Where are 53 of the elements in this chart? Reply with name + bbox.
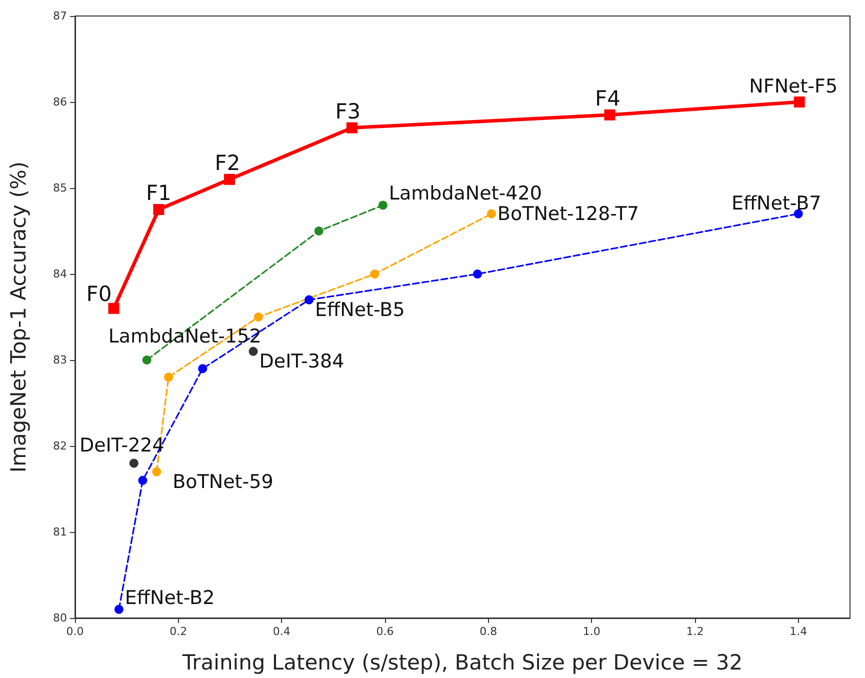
point — [142, 356, 152, 364]
x-tick-label: 1.0 — [582, 625, 600, 638]
point — [153, 204, 164, 215]
y-tick-label: 83 — [53, 354, 67, 366]
y-tick-label: 81 — [53, 526, 67, 538]
annotation: EffNet-B5 — [315, 298, 405, 321]
x-tick-label: 0.4 — [272, 625, 290, 638]
annotation: LambdaNet-420 — [388, 182, 542, 205]
annotation: F1 — [146, 181, 172, 205]
annotation: F4 — [595, 86, 620, 110]
x-tick-label: 0.2 — [170, 625, 188, 638]
annotation: F0 — [86, 282, 112, 306]
point — [314, 226, 324, 236]
point — [346, 122, 358, 134]
y-tick-label: 87 — [53, 10, 67, 22]
annotation: EffNet-B2 — [124, 586, 215, 609]
y-tick-label: 85 — [53, 182, 67, 194]
point — [378, 200, 388, 210]
annotation: BoTNet-59 — [172, 470, 274, 493]
point — [129, 458, 138, 468]
y-tick-label: 86 — [53, 96, 67, 108]
annotation: NFNet-F5 — [749, 76, 838, 98]
annotation: F3 — [335, 99, 361, 124]
point — [304, 295, 314, 304]
x-tick-label: 0.8 — [480, 625, 498, 638]
y-tick-label: 80 — [53, 612, 67, 624]
point — [794, 96, 805, 108]
point — [604, 109, 616, 120]
annotation: DeIT-224 — [79, 434, 164, 457]
point — [108, 302, 120, 314]
point — [164, 372, 174, 382]
point — [248, 346, 258, 356]
point — [486, 209, 496, 218]
x-tick-label: 1.4 — [790, 625, 808, 638]
x-tick-label: 0.6 — [376, 625, 394, 638]
point — [254, 312, 263, 322]
x-tick-label: 1.2 — [686, 625, 704, 638]
point — [198, 364, 208, 374]
x-axis-title: Training Latency (s/step), Batch Size per Device = 32 — [181, 650, 743, 674]
annotation: BoTNet-128-T7 — [497, 202, 639, 225]
x-tick-label: 0.0 — [66, 625, 84, 638]
point — [370, 270, 380, 278]
annotation: EffNet-B7 — [731, 192, 822, 214]
annotation: DeIT-384 — [259, 350, 344, 372]
annotation: F2 — [214, 150, 240, 175]
y-tick-label: 82 — [53, 440, 67, 452]
y-tick-label: 84 — [53, 268, 67, 280]
y-axis-title: ImageNet Top-1 Accuracy (%) — [6, 161, 30, 473]
point — [138, 476, 148, 485]
point — [224, 174, 235, 185]
point — [114, 604, 124, 614]
point — [472, 270, 482, 278]
point — [152, 467, 162, 476]
